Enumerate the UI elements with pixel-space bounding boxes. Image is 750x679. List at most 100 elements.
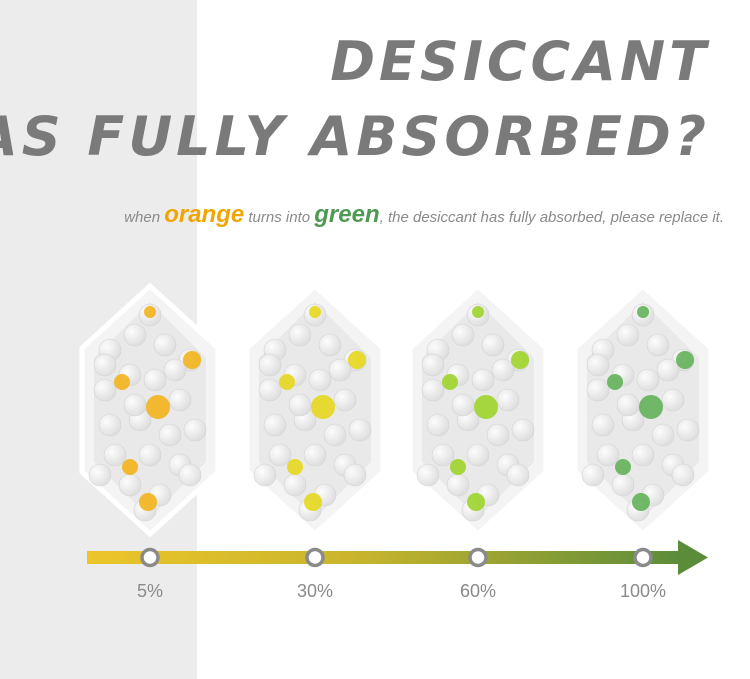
clear-bead [168,388,192,412]
hexagons [79,282,714,538]
subtitle: when orange turns into green, the desicc… [124,201,724,228]
clear-bead [288,323,312,347]
color-bead [474,395,498,419]
stage-label: 100% [620,581,666,601]
color-bead [183,351,201,369]
desiccant-pack [79,282,221,538]
stage-dot [140,547,160,568]
clear-bead [646,333,670,357]
subtitle-text: turns into [244,209,314,226]
clear-bead [258,378,282,402]
clear-bead [421,378,445,402]
clear-bead [158,423,182,447]
clear-bead [348,418,372,442]
clear-bead [471,368,495,392]
clear-bead [323,423,347,447]
clear-bead [596,443,620,467]
clear-bead [93,378,117,402]
clear-bead [258,353,282,377]
color-bead [122,459,138,475]
clear-bead [343,463,367,487]
clear-bead [123,393,147,417]
clear-bead [676,418,700,442]
clear-bead [511,418,535,442]
clear-bead [651,423,675,447]
subtitle-text: when [124,209,164,226]
clear-bead [611,473,635,497]
color-bead [472,306,484,318]
clear-bead [163,358,187,382]
clear-bead [333,388,357,412]
stage-label: 30% [297,581,333,601]
clear-bead [586,378,610,402]
color-bead [144,306,156,318]
clear-bead [656,358,680,382]
clear-bead [636,368,660,392]
clear-bead [98,413,122,437]
clear-bead [661,388,685,412]
color-bead [146,395,170,419]
color-bead [139,493,157,511]
clear-bead [416,463,440,487]
clear-bead [591,413,615,437]
clear-bead [421,353,445,377]
clear-bead [616,323,640,347]
clear-bead [318,333,342,357]
color-bead [511,351,529,369]
clear-bead [138,443,162,467]
color-bead [450,459,466,475]
clear-bead [496,388,520,412]
color-bead [309,306,321,318]
color-bead [348,351,366,369]
clear-bead [426,413,450,437]
color-bead [615,459,631,475]
color-bead [311,395,335,419]
clear-bead [491,358,515,382]
clear-bead [581,463,605,487]
color-bead [279,374,295,390]
color-bead [632,493,650,511]
clear-bead [481,333,505,357]
color-bead [287,459,303,475]
clear-bead [123,323,147,347]
stage-dot [305,547,325,568]
color-bead [637,306,649,318]
clear-bead [586,353,610,377]
clear-bead [671,463,695,487]
clear-bead [451,323,475,347]
clear-bead [88,463,112,487]
clear-bead [283,473,307,497]
clear-bead [328,358,352,382]
desiccant-pack [572,282,714,538]
stage-dot [633,547,653,568]
desiccant-pack [244,282,386,538]
desiccant-pack [407,282,549,538]
subtitle-text: , the desiccant has fully absorbed, plea… [380,209,724,226]
stage-dot [468,547,488,568]
color-bead [114,374,130,390]
clear-bead [93,353,117,377]
clear-bead [308,368,332,392]
clear-bead [253,463,277,487]
clear-bead [631,443,655,467]
arrow-head [678,540,708,575]
color-bead [442,374,458,390]
color-bead [304,493,322,511]
clear-bead [616,393,640,417]
clear-bead [446,473,470,497]
title-line: HAS FULLY ABSORBED? [0,105,710,168]
clear-bead [506,463,530,487]
clear-bead [103,443,127,467]
clear-bead [268,443,292,467]
clear-bead [153,333,177,357]
color-bead [607,374,623,390]
clear-bead [486,423,510,447]
clear-bead [466,443,490,467]
clear-bead [451,393,475,417]
progress-bar [87,551,682,564]
clear-bead [288,393,312,417]
color-bead [467,493,485,511]
green-word: green [313,201,379,228]
